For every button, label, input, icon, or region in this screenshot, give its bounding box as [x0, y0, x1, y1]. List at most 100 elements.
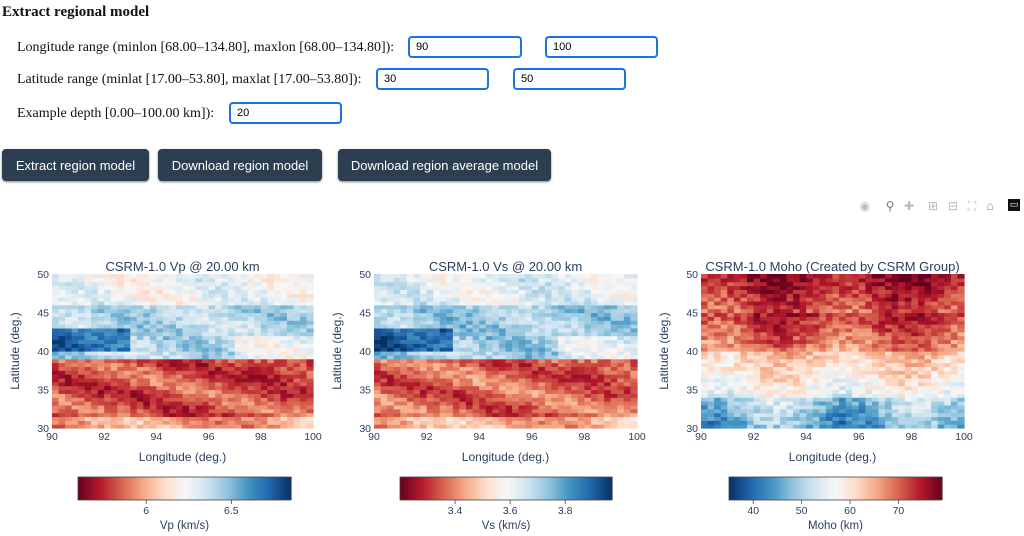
heatmap-cell	[485, 354, 493, 360]
heatmap-cell	[832, 300, 840, 306]
heatmap-cell	[208, 347, 216, 352]
download-region-button[interactable]: Download region model	[158, 149, 322, 181]
heatmap-cell	[858, 339, 866, 344]
heatmap-cell	[937, 424, 945, 429]
heatmap-cell	[701, 312, 709, 317]
heatmap-cell	[538, 316, 546, 321]
heatmap-cell	[306, 343, 314, 348]
heatmap-cell	[452, 362, 461, 367]
heatmap-cell	[525, 397, 533, 402]
heatmap-cell	[793, 381, 801, 387]
heatmap-cell	[195, 401, 203, 406]
heatmap-cell	[91, 327, 99, 333]
minlon-input[interactable]	[408, 36, 522, 58]
autoscale-icon[interactable]: ⛶	[967, 199, 977, 213]
heatmap-cell	[885, 374, 893, 379]
colorbar-segment	[173, 477, 178, 500]
heatmap-cell	[898, 274, 906, 279]
heatmap-cell	[149, 385, 157, 391]
minlat-input[interactable]	[376, 68, 489, 90]
heatmap-cell	[584, 358, 592, 364]
zoom-icon[interactable]: ⚲	[885, 199, 895, 213]
heatmap-cell	[247, 289, 255, 294]
colorbar-segment	[165, 477, 170, 500]
heatmap-cell	[182, 385, 190, 391]
pan-icon[interactable]: ✚	[903, 199, 915, 213]
heatmap-panel-3[interactable]: CSRM-1.0 Moho (Created by CSRM Group)90 9…	[657, 259, 973, 532]
heatmap-cell	[512, 316, 520, 321]
colorbar-segment	[506, 477, 510, 500]
plotly-logo-icon[interactable]: ▭	[1008, 199, 1020, 211]
depth-input[interactable]	[229, 102, 342, 124]
heatmap-cell	[512, 385, 520, 391]
heatmap-cell	[273, 416, 281, 421]
heatmap-cell	[799, 412, 807, 418]
heatmap-cell	[931, 366, 939, 371]
heatmap-cell	[374, 389, 382, 394]
heatmap-cell	[911, 374, 919, 379]
heatmap-cell	[871, 385, 880, 391]
heatmap-cell	[577, 285, 585, 290]
heatmap-cell	[221, 285, 229, 290]
camera-icon[interactable]: ◉	[859, 199, 871, 213]
heatmap-cell	[793, 339, 801, 344]
heatmap-cell	[538, 354, 546, 360]
extract-region-button[interactable]: Extract region model	[2, 149, 149, 181]
heatmap-cell	[937, 389, 945, 394]
heatmap-cell	[267, 397, 275, 402]
heatmap-cell	[597, 404, 605, 410]
heatmap-cell	[241, 401, 249, 406]
heatmap-cell	[189, 312, 197, 317]
maxlon-input[interactable]	[545, 36, 658, 58]
heatmap-cell	[91, 362, 99, 367]
heatmap-cell	[65, 370, 73, 375]
heatmap-cell	[452, 327, 461, 333]
heatmap-cell	[472, 401, 480, 406]
heatmap-cell	[944, 354, 952, 360]
heatmap-cell	[169, 285, 177, 290]
zoom-in-icon[interactable]: ⊞	[927, 199, 939, 213]
heatmap-cell	[793, 385, 801, 391]
heatmap-cell	[779, 404, 788, 410]
heatmap-cell	[202, 293, 210, 298]
heatmap-cell	[202, 358, 210, 364]
heatmap-cell	[753, 385, 761, 391]
heatmap-cell	[878, 331, 886, 337]
heatmap-cell	[393, 327, 401, 333]
heatmap-cell	[538, 393, 546, 398]
heatmap-cell	[630, 362, 638, 367]
colorbar-segment	[543, 477, 547, 500]
heatmap-cell	[623, 374, 632, 379]
colorbar-segment	[237, 477, 242, 500]
heatmap-cell	[393, 316, 401, 321]
heatmap-cell	[865, 385, 873, 391]
heatmap-cell	[130, 416, 138, 421]
heatmap-cell	[525, 308, 533, 314]
heatmap-cell	[413, 377, 421, 383]
heatmap-cell	[479, 281, 487, 287]
heatmap-cell	[531, 277, 539, 283]
zoom-out-icon[interactable]: ⊟	[947, 199, 959, 213]
heatmap-cell	[299, 324, 308, 329]
home-icon[interactable]: ⌂	[986, 199, 994, 213]
colorbar-segment	[285, 477, 289, 500]
heatmap-cell	[466, 297, 474, 302]
heatmap-cell	[254, 300, 262, 306]
heatmap-cell	[839, 312, 847, 317]
heatmap-cell	[917, 381, 926, 387]
heatmap-cell	[241, 320, 249, 325]
heatmap-cell	[380, 385, 388, 391]
heatmap-cell	[793, 351, 801, 356]
heatmap-cell	[806, 285, 814, 290]
heatmap-cell	[597, 300, 605, 306]
heatmap-cell	[286, 412, 295, 418]
heatmap-cell	[459, 393, 467, 398]
heatmap-cell	[871, 401, 880, 406]
heatmap-cell	[452, 300, 461, 306]
maxlat-input[interactable]	[513, 68, 626, 90]
download-average-button[interactable]: Download region average model	[338, 149, 551, 181]
heatmap-cell	[91, 297, 99, 302]
